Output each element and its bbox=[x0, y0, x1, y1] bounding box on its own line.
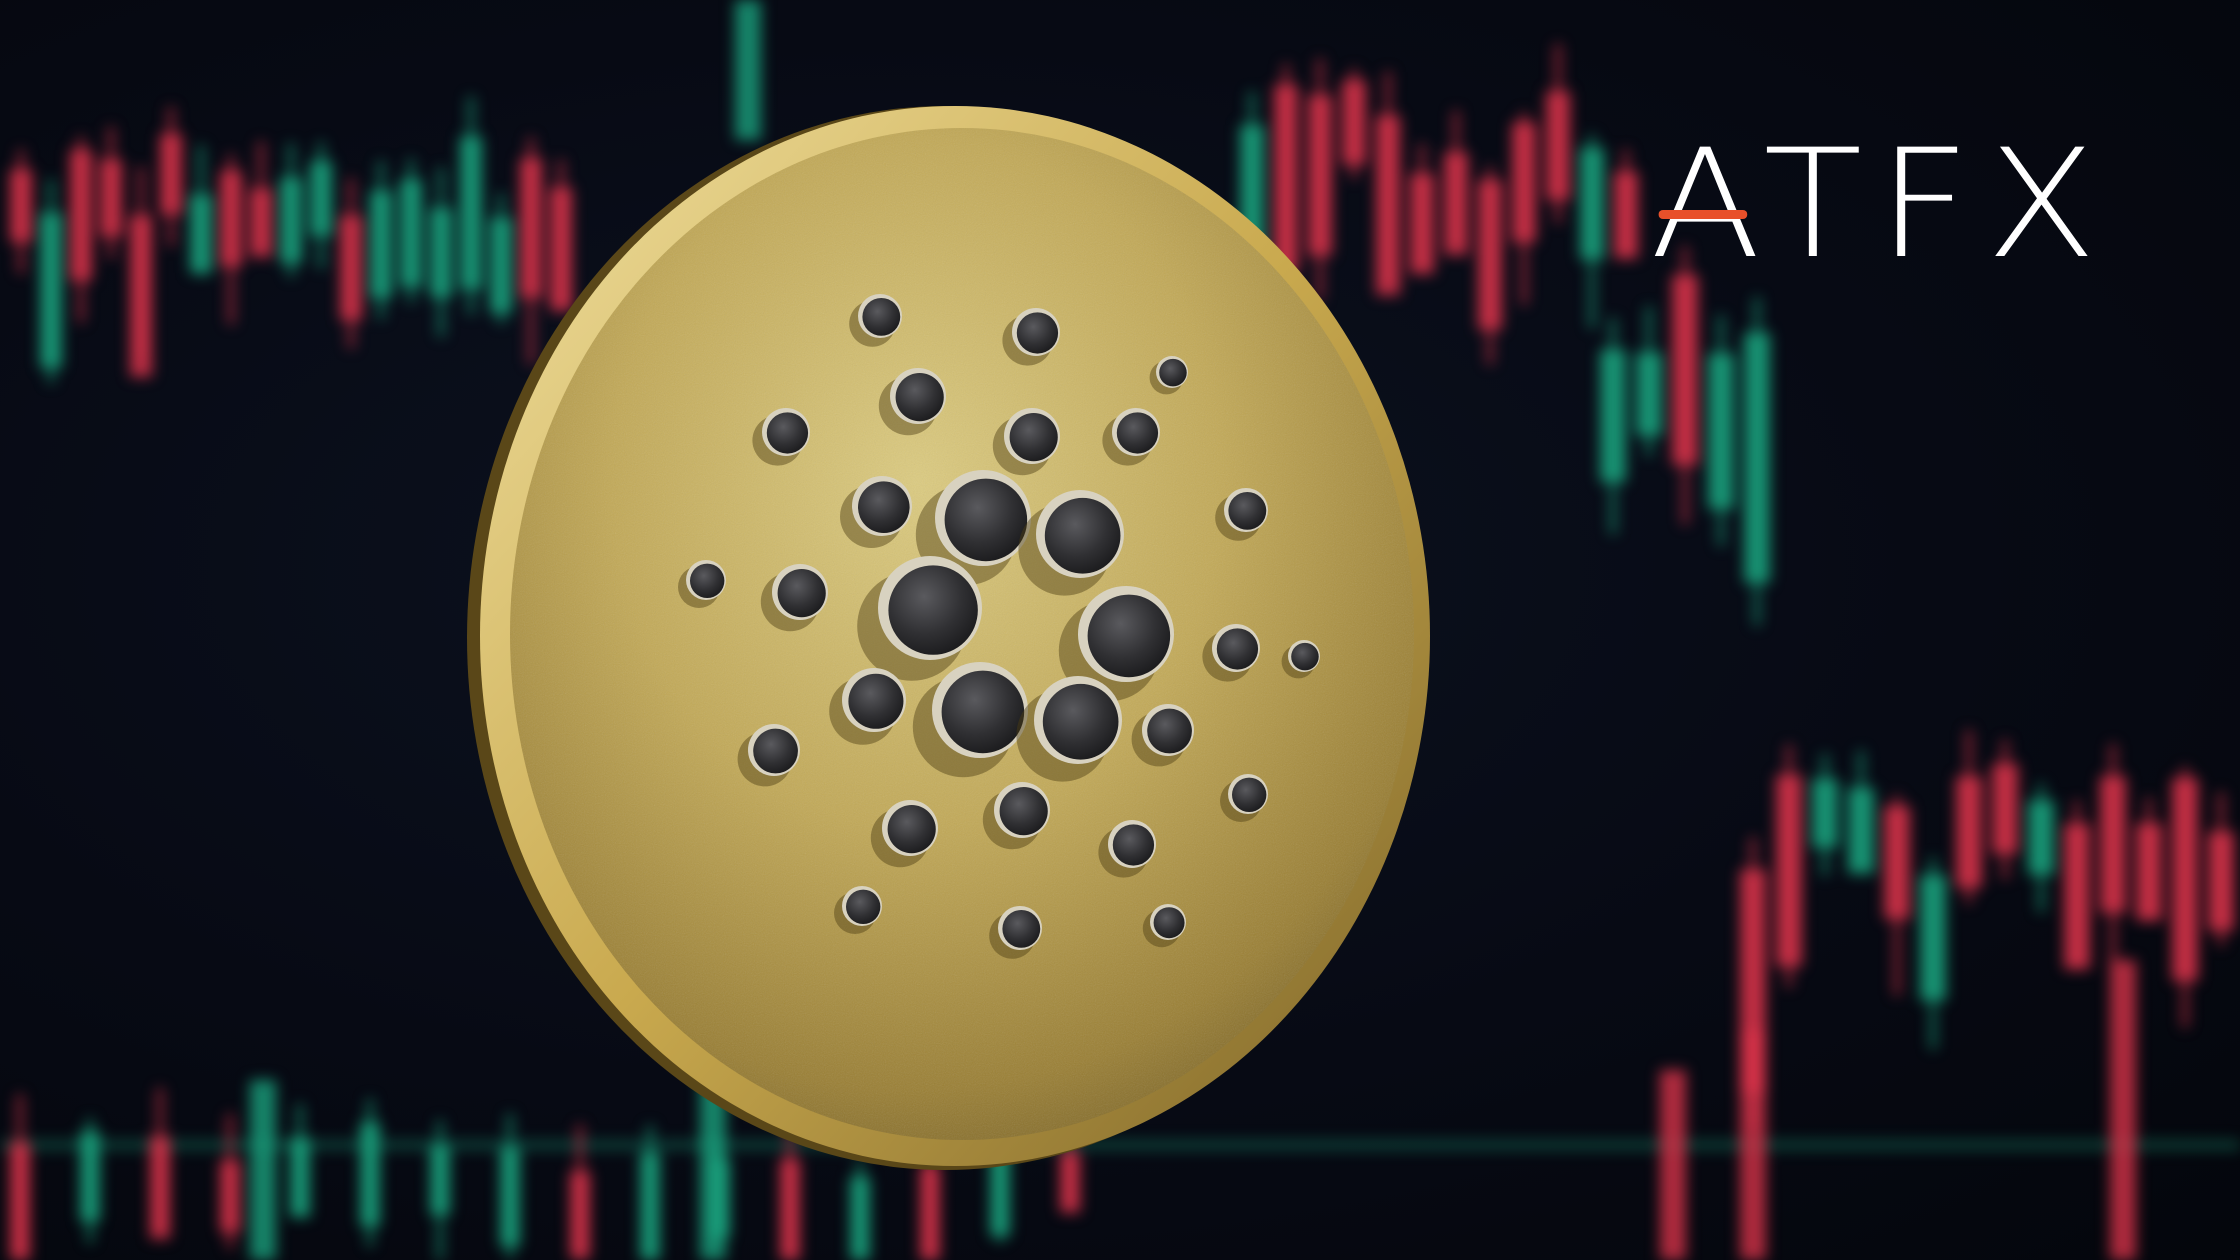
atfx-logo: ATFX bbox=[1650, 130, 2112, 280]
atfx-logo-accent-dash bbox=[1658, 210, 1748, 219]
atfx-logo-text: ATFX bbox=[1650, 118, 2112, 292]
cardano-logo-dots bbox=[678, 294, 1320, 959]
